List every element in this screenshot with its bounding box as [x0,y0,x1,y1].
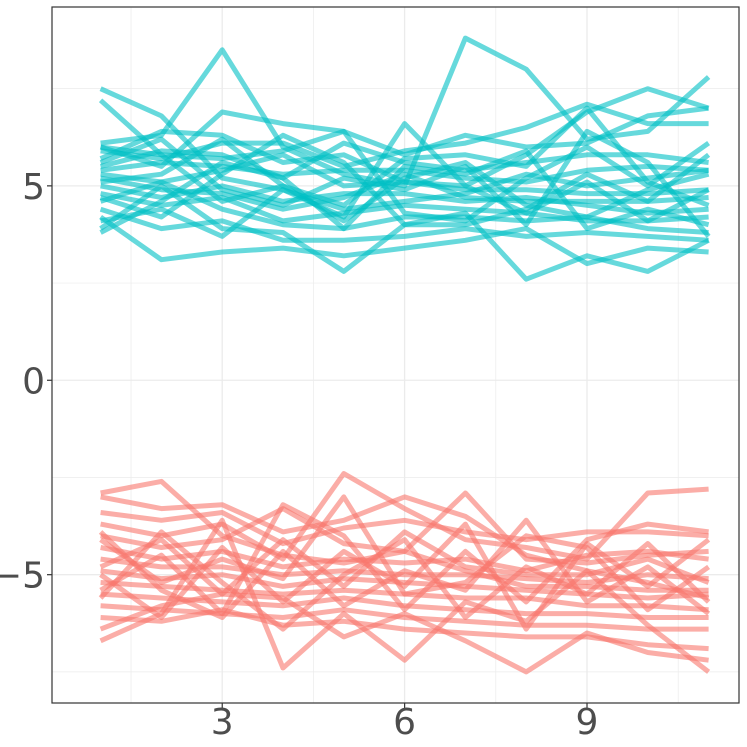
x-tick-label: 6 [393,702,416,743]
series-line-group_b-40 [99,529,710,597]
series-line-group_a-20 [100,105,710,208]
series-lines [98,35,711,675]
series-line-group_a-17 [100,121,710,239]
y-tick-label: 5 [22,167,45,208]
series-line-group_b-41 [99,521,711,632]
x-tick-label: 9 [576,702,599,743]
series-line-group_a-8 [100,160,709,185]
series-line-group_b-37 [99,502,709,617]
y-tick-label: −5 [0,556,45,597]
x-tick-label: 3 [211,702,234,743]
x-axis-ticks: 3 6 9 [211,702,599,743]
panel-border [51,6,740,704]
series-line-group_a-22 [99,148,710,235]
series-line-group_b-25 [100,510,709,547]
series-line-group_a-14 [99,206,709,243]
series-line-group_b-35 [99,591,709,675]
y-tick-label: 0 [22,361,45,402]
series-line-group_a-19 [100,128,711,224]
series-line-group_a-21 [99,132,711,228]
series-line-group_b-42 [98,517,711,620]
y-axis-ticks: −5 0 5 [0,167,52,597]
